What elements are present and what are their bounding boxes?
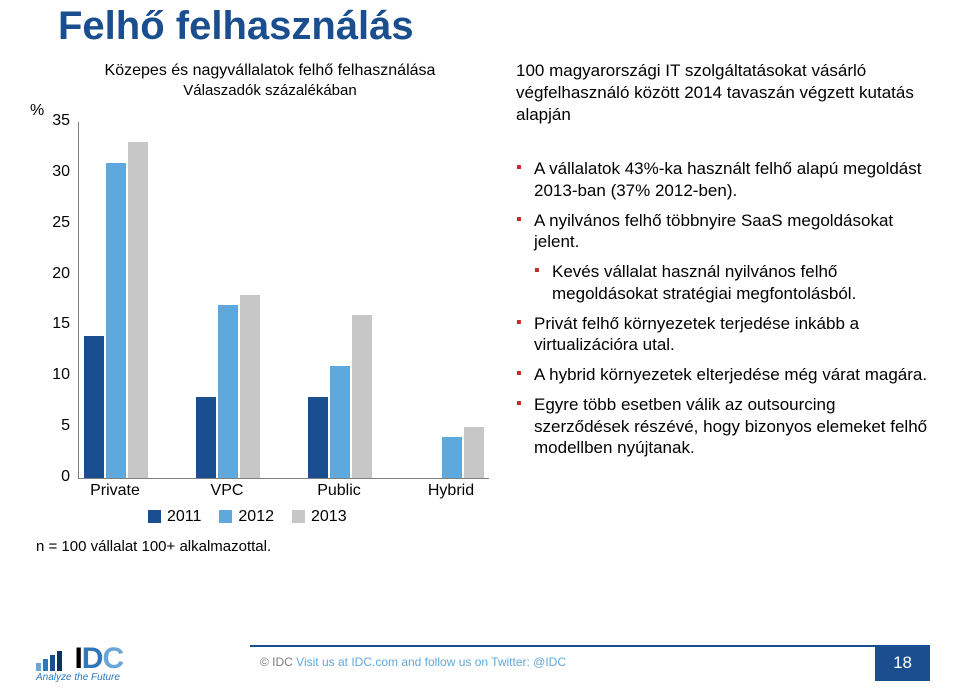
bar <box>308 397 328 478</box>
y-tick-label: 5 <box>30 417 70 435</box>
legend-label: 2013 <box>311 508 347 525</box>
chart-legend: 2011 2012 2013 <box>130 508 347 526</box>
slide-title: Felhő felhasználás <box>58 4 414 49</box>
right-heading: 100 magyarországi IT szolgáltatásokat vá… <box>516 60 926 126</box>
legend-swatch <box>148 510 161 523</box>
bar <box>330 366 350 478</box>
chart-note: n = 100 vállalat 100+ alkalmazottal. <box>36 538 271 555</box>
y-tick-label: 25 <box>30 214 70 232</box>
bar <box>84 336 104 478</box>
y-tick-label: 10 <box>30 366 70 384</box>
bar-chart <box>78 122 489 479</box>
bullet-item: Privát felhő környezetek terjedése inkáb… <box>516 313 934 357</box>
bar <box>196 397 216 478</box>
bar <box>128 142 148 478</box>
legend-swatch <box>292 510 305 523</box>
chart-subtitle: Válaszadók százalékában <box>70 82 470 99</box>
logo-tagline: Analyze the Future <box>36 672 123 683</box>
x-tick-label: Public <box>289 482 389 500</box>
bullet-item: Kevés vállalat használ nyilvános felhő m… <box>516 261 934 305</box>
bullet-list: A vállalatok 43%-ka használt felhő alapú… <box>516 158 934 467</box>
legend-label: 2012 <box>238 508 274 525</box>
chart-title: Közepes és nagyvállalatok felhő felhaszn… <box>70 62 470 80</box>
bullet-item: A vállalatok 43%-ka használt felhő alapú… <box>516 158 934 202</box>
bullet-item: A nyilvános felhő többnyire SaaS megoldá… <box>516 210 934 254</box>
footer: IDC Analyze the Future © IDC Visit us at… <box>0 645 960 697</box>
footer-link: Visit us at IDC.com and follow us on Twi… <box>293 655 566 669</box>
y-tick-label: 0 <box>30 468 70 486</box>
bar <box>442 437 462 478</box>
bullet-item: Egyre több esetben válik az outsourcing … <box>516 394 934 459</box>
legend-swatch <box>219 510 232 523</box>
bar <box>352 315 372 478</box>
x-tick-label: VPC <box>177 482 277 500</box>
copyright: © IDC <box>260 655 293 669</box>
bar <box>106 163 126 478</box>
legend-label: 2011 <box>167 508 201 525</box>
bar <box>218 305 238 478</box>
idc-logo: IDC Analyze the Future <box>36 642 123 683</box>
footer-divider <box>250 645 930 647</box>
y-tick-label: 15 <box>30 315 70 333</box>
bar <box>240 295 260 478</box>
x-tick-label: Private <box>65 482 165 500</box>
page-number: 18 <box>875 647 930 681</box>
bullet-item: A hybrid környezetek elterjedése még vár… <box>516 364 934 386</box>
y-tick-label: 30 <box>30 163 70 181</box>
bar <box>464 427 484 478</box>
footer-text: © IDC Visit us at IDC.com and follow us … <box>260 655 566 669</box>
x-tick-label: Hybrid <box>401 482 501 500</box>
y-tick-label: 20 <box>30 265 70 283</box>
y-tick-label: 35 <box>30 112 70 130</box>
